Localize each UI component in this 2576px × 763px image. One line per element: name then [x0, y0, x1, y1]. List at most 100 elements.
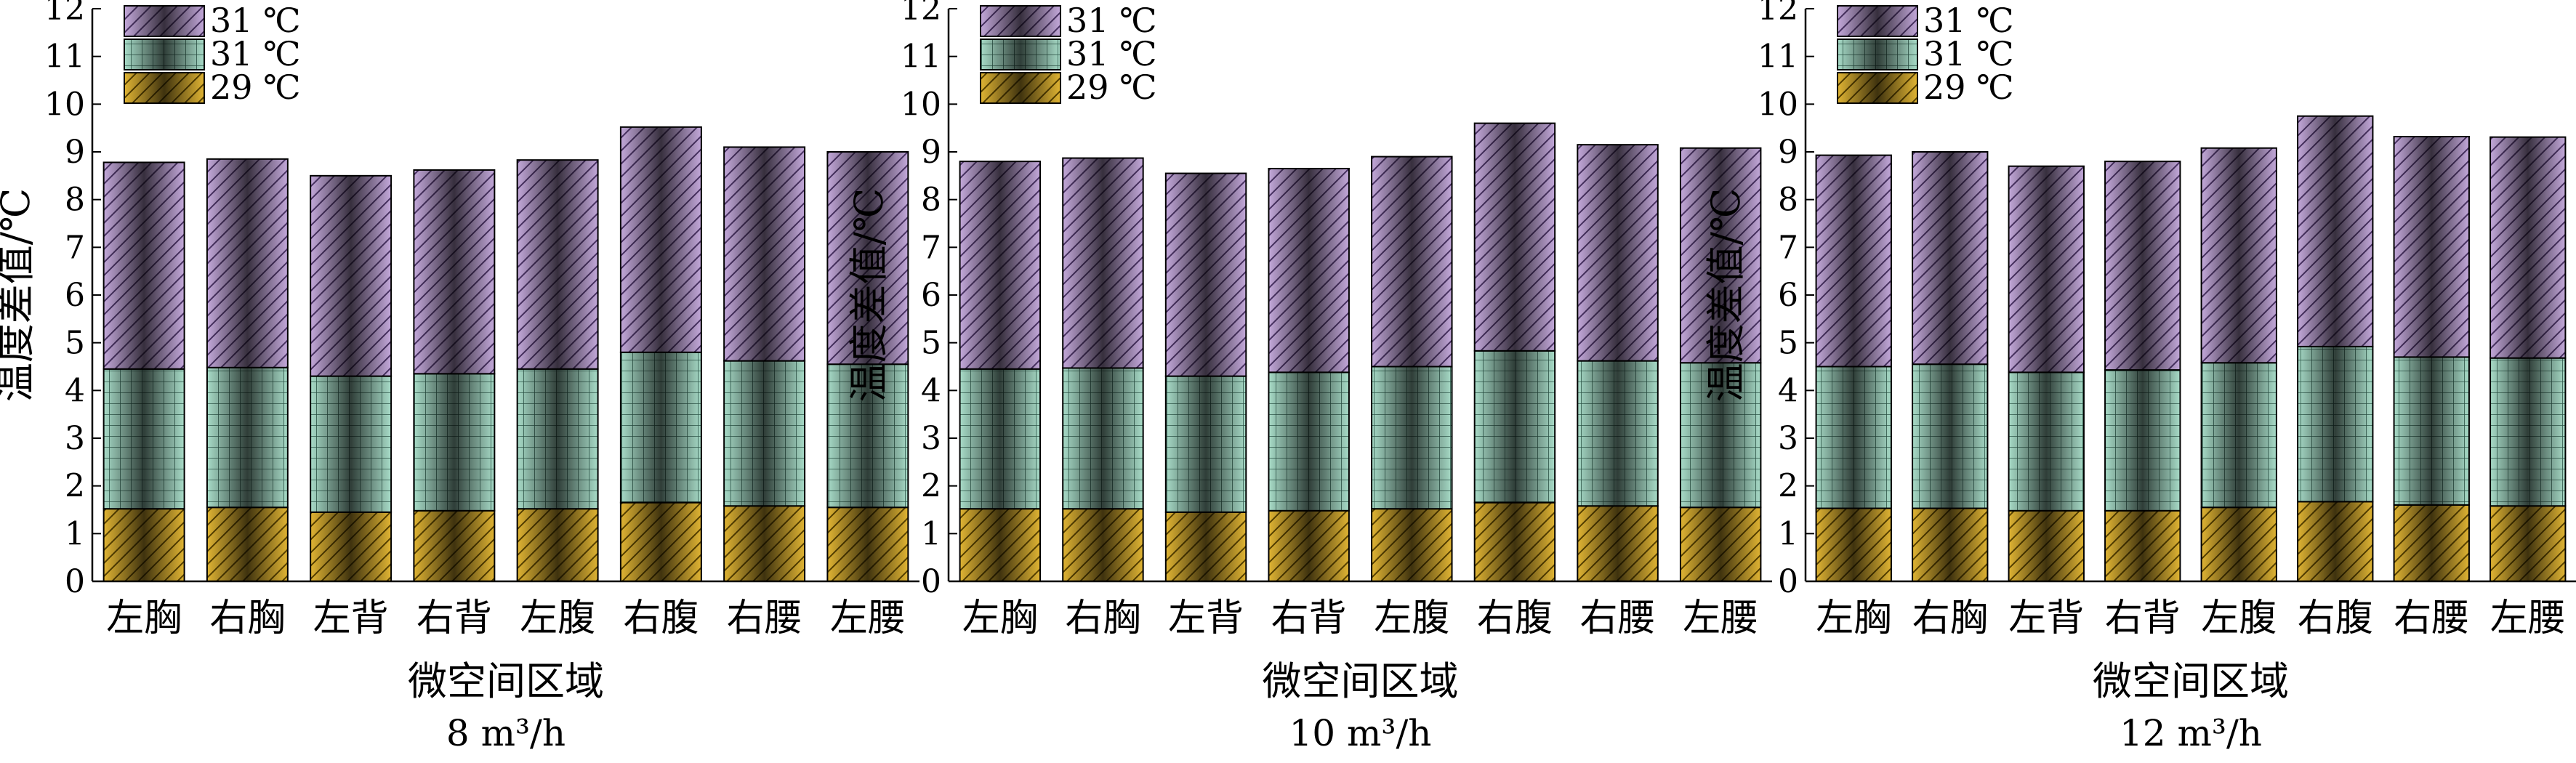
- bar-segment: [206, 366, 289, 509]
- legend-label: 29 ℃: [1923, 68, 2014, 107]
- bar-segment: [2490, 357, 2567, 507]
- bar-segment: [1815, 154, 1892, 368]
- bar-segment: [1473, 350, 1556, 504]
- bar-segment: [619, 126, 702, 353]
- bar-segment: [516, 508, 599, 582]
- y-axis-title: 温度差值/℃: [1703, 188, 1749, 403]
- bar-segment: [2104, 161, 2181, 371]
- bar-segment: [1371, 508, 1453, 582]
- bar-segment: [619, 351, 702, 504]
- category-label: 左腹: [2201, 597, 2277, 640]
- bar-segment: [2008, 371, 2085, 512]
- legend-label: 31 ℃: [1923, 1, 2014, 40]
- category-label: 左腹: [520, 597, 595, 640]
- category-label: 右背: [2105, 597, 2181, 640]
- category-label: 右胸: [209, 597, 285, 640]
- legend-label: 31 ℃: [1066, 34, 1157, 73]
- bar-segment: [1815, 507, 1892, 583]
- y-tick-label: 7: [65, 229, 85, 266]
- category-label: 左背: [1168, 597, 1244, 640]
- bar-segment: [2200, 362, 2277, 509]
- bar-segment: [1912, 507, 1989, 583]
- legend-item: 31 ℃: [1837, 1, 2014, 40]
- y-tick-label: 1: [1778, 515, 1798, 552]
- bar-segment: [2200, 147, 2277, 364]
- category-label: 右腹: [2298, 597, 2373, 640]
- bar-segment: [2008, 509, 2085, 583]
- y-tick-label: 5: [65, 325, 85, 362]
- y-tick-label: 12: [901, 0, 941, 28]
- y-tick-label: 8: [921, 182, 941, 219]
- category-label: 左胸: [106, 597, 182, 640]
- x-axis-title: 微空间区域: [408, 658, 604, 704]
- bar-segment: [1912, 363, 1989, 509]
- legend-item: 31 ℃: [124, 34, 301, 73]
- bar-segment: [619, 501, 702, 583]
- legend-label: 29 ℃: [210, 68, 301, 107]
- y-tick-label: 6: [1778, 277, 1798, 314]
- legend-label: 31 ℃: [210, 1, 301, 40]
- y-tick-label: 5: [921, 325, 941, 362]
- category-label: 右腰: [1580, 597, 1656, 640]
- bar-segment: [723, 146, 806, 362]
- bar-segment: [1577, 360, 1659, 507]
- legend-item: 31 ℃: [980, 1, 1157, 40]
- y-tick-label: 3: [65, 420, 85, 457]
- bar-segment: [1164, 375, 1247, 513]
- bar-segment: [310, 511, 393, 582]
- bar-segment: [1062, 508, 1144, 582]
- y-tick-label: 12: [1758, 0, 1798, 28]
- category-label: 左腰: [2490, 597, 2566, 640]
- chart-panel-3: 左胸 右胸 左背 右背 左腹 右腹 右腰 左腰0123456789101112温度差值/℃微空…: [1703, 0, 2576, 754]
- bar-segment: [310, 174, 393, 377]
- bar-segment: [516, 368, 599, 510]
- category-label: 左胸: [1816, 597, 1891, 640]
- category-label: 右腰: [2394, 597, 2469, 640]
- bar-segment: [1577, 144, 1659, 362]
- bar-segment: [1062, 367, 1144, 510]
- y-tick-label: 9: [65, 134, 85, 171]
- legend-item: 31 ℃: [980, 34, 1157, 73]
- y-tick-label: 2: [1778, 468, 1798, 505]
- bar-segment: [826, 363, 909, 509]
- bar-segment: [310, 375, 393, 513]
- bar-segment: [723, 505, 806, 582]
- bar-segment: [2490, 505, 2567, 582]
- bar-segment: [1815, 366, 1892, 509]
- bar-segment: [959, 161, 1042, 370]
- y-tick-label: 8: [65, 182, 85, 219]
- bar-segment: [206, 506, 289, 583]
- chart-panel-1: 左胸 右胸 左背 右背 左腹 右腹 右腰 左腰0123456789101112温度差值/℃微空…: [0, 0, 919, 754]
- panel-caption: 8 m³/h: [446, 712, 565, 754]
- bar-segment: [1577, 505, 1659, 582]
- bar-segment: [1268, 167, 1350, 374]
- bar-segment: [2200, 506, 2277, 583]
- bar-segment: [206, 158, 289, 368]
- legend-label: 31 ℃: [1923, 34, 2014, 73]
- legend-item: 29 ℃: [124, 68, 301, 107]
- bar-segment: [2393, 135, 2470, 358]
- legend-label: 31 ℃: [210, 34, 301, 73]
- y-tick-label: 5: [1778, 325, 1798, 362]
- y-tick-label: 8: [1778, 182, 1798, 219]
- y-tick-label: 2: [65, 468, 85, 505]
- y-tick-label: 10: [44, 86, 85, 123]
- bar-segment: [1679, 506, 1762, 583]
- y-axis-title: 温度差值/℃: [846, 188, 892, 403]
- y-tick-label: 0: [921, 563, 941, 600]
- category-label: 右腹: [623, 597, 699, 640]
- category-label: 左腹: [1374, 597, 1449, 640]
- y-tick-label: 3: [1778, 420, 1798, 457]
- bar-segment: [413, 169, 496, 375]
- bar-segment: [102, 161, 185, 370]
- bar-segment: [1371, 366, 1453, 510]
- y-tick-label: 2: [921, 468, 941, 505]
- y-tick-label: 7: [1778, 229, 1798, 266]
- bar-segment: [959, 508, 1042, 582]
- bar-segment: [2490, 136, 2567, 359]
- bar-segment: [826, 506, 909, 583]
- category-label: 右背: [416, 597, 492, 640]
- bar-segment: [1679, 147, 1762, 364]
